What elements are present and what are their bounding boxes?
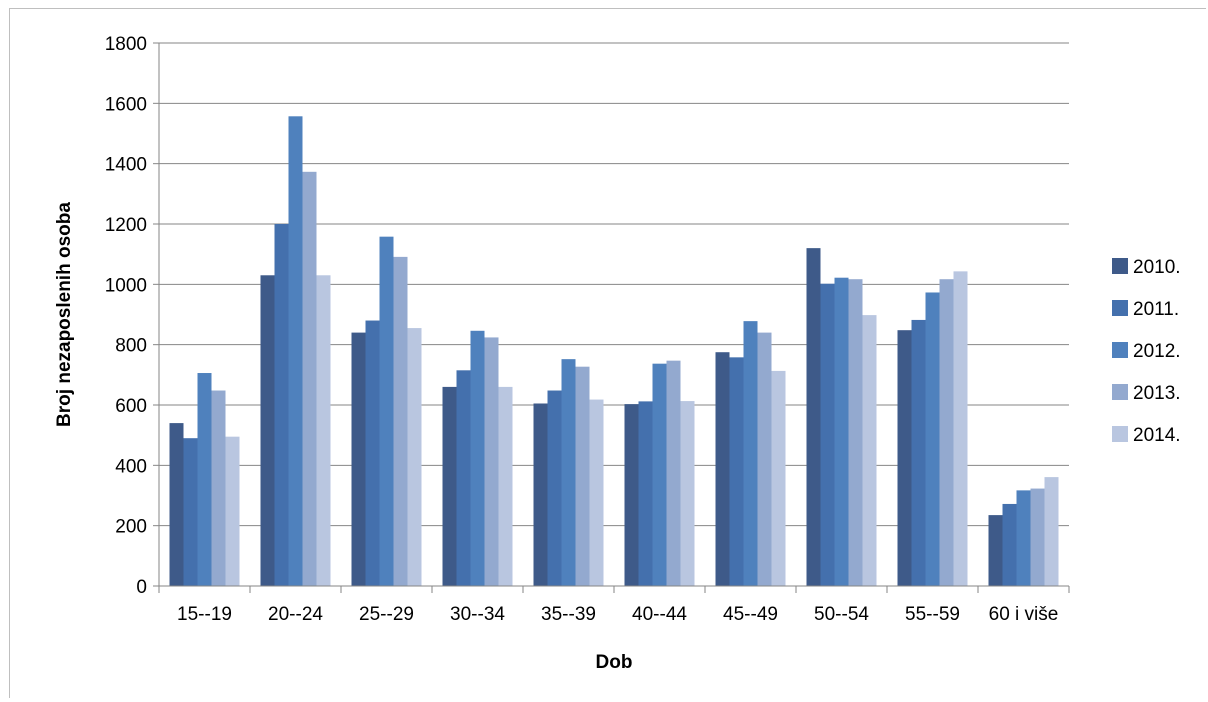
legend-swatch (1112, 300, 1128, 316)
bar (211, 390, 226, 586)
bar (533, 403, 548, 586)
bar (666, 360, 681, 586)
x-tick-label: 40--44 (632, 604, 687, 625)
bar (302, 171, 317, 587)
bar (288, 116, 303, 587)
bar (407, 328, 422, 586)
y-axis-title: Broj nezaposlenih osoba (54, 202, 75, 427)
legend-swatch (1112, 384, 1128, 400)
x-axis-title: Dob (596, 652, 633, 673)
legend-label: 2011. (1133, 299, 1179, 320)
legend: 2010. 2011. 2012. 2013. 2014. (1112, 257, 1181, 446)
x-tick-label: 45--49 (723, 604, 778, 625)
bar (743, 321, 758, 586)
bar (834, 277, 849, 586)
bar (820, 283, 835, 586)
bar (638, 401, 653, 586)
bar (953, 271, 968, 586)
y-tick-label: 400 (115, 456, 147, 477)
bar (197, 373, 212, 586)
bar (862, 315, 877, 586)
bar (442, 386, 457, 586)
bar (1030, 488, 1045, 586)
bar (575, 366, 590, 586)
x-tick-label: 20--24 (268, 604, 323, 625)
legend-label: 2012. (1133, 341, 1181, 362)
x-tick-labels: 15--19 20--24 25--29 30--34 35--39 40--44 45--… (177, 604, 1058, 625)
bar (911, 319, 926, 586)
bar (456, 370, 471, 586)
x-tick-label: 50--54 (814, 604, 869, 625)
legend-label: 2010. (1133, 257, 1181, 278)
bar (547, 390, 562, 586)
bar (848, 279, 863, 586)
legend-label: 2014. (1133, 425, 1181, 446)
chart-frame (9, 8, 1206, 698)
bar (988, 515, 1003, 586)
bar (561, 359, 576, 586)
y-tick-labels: 0 200 400 600 800 1000 1200 1400 1600 1800 (105, 34, 147, 598)
y-tick-label: 600 (115, 396, 147, 417)
x-tick-label: 25--29 (359, 604, 414, 625)
bar (183, 438, 198, 586)
legend-swatch (1112, 342, 1128, 358)
bar (652, 363, 667, 586)
y-tick-label: 1200 (105, 215, 147, 236)
bar (498, 386, 513, 586)
legend-swatch (1112, 426, 1128, 442)
y-tick-label: 200 (115, 517, 147, 538)
legend-swatch (1112, 258, 1128, 274)
bar (589, 399, 604, 586)
bar (484, 337, 499, 586)
bar (225, 436, 240, 586)
y-tick-label: 1800 (105, 34, 147, 55)
y-tick-label: 0 (136, 577, 147, 598)
bar (680, 401, 695, 586)
bar (939, 279, 954, 586)
y-tick-label: 1400 (105, 155, 147, 176)
x-tick-label: 55--59 (905, 604, 960, 625)
bar (379, 236, 394, 587)
bar (260, 275, 275, 586)
x-tick-label: 35--39 (541, 604, 596, 625)
bar (365, 320, 380, 586)
bar (806, 248, 821, 586)
y-tick-label: 1000 (105, 275, 147, 296)
y-tick-label: 800 (115, 336, 147, 357)
x-tick-label: 15--19 (177, 604, 232, 625)
bar (897, 330, 912, 586)
bar (1016, 490, 1031, 586)
x-tick-label: 60 i više (989, 604, 1059, 625)
bar (757, 332, 772, 586)
bar (470, 330, 485, 586)
bar (169, 423, 184, 586)
bar (624, 404, 639, 586)
axes (153, 42, 1070, 593)
bar (925, 292, 940, 586)
bar (393, 256, 408, 586)
bar (351, 332, 366, 586)
bar (274, 224, 289, 586)
bars (169, 116, 1059, 587)
x-tick-label: 30--34 (450, 604, 505, 625)
bar (771, 370, 786, 586)
y-tick-label: 1600 (105, 94, 147, 115)
bar (715, 352, 730, 586)
bar (729, 357, 744, 586)
bar (1044, 477, 1059, 586)
legend-label: 2013. (1133, 383, 1181, 404)
bar (316, 275, 331, 586)
bar (1002, 503, 1017, 586)
